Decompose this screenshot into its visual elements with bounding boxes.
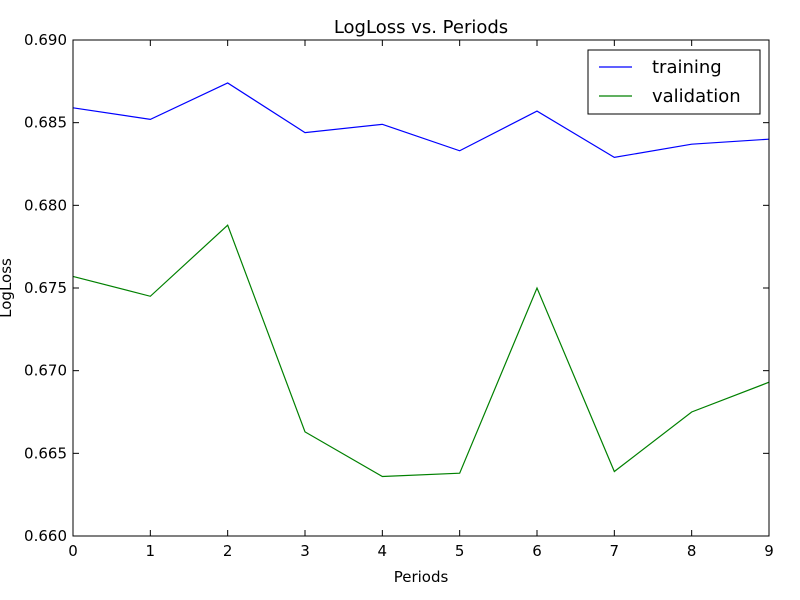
- x-tick-label: 9: [764, 542, 774, 560]
- x-tick-label: 6: [532, 542, 542, 560]
- x-tick-label: 7: [610, 542, 620, 560]
- tick-layer: 0 1 2 3 4 5 6 7 8 9 0.660 0.665 0.670 0.675 0.680 0.685…: [24, 31, 774, 560]
- x-tick-label: 1: [146, 542, 156, 560]
- y-tick-label: 0.670: [24, 362, 67, 380]
- x-axis-label: Periods: [394, 568, 449, 586]
- y-axis-label: LogLoss: [0, 258, 15, 318]
- legend: training validation: [587, 49, 761, 115]
- plot-frame: [72, 39, 770, 537]
- series-line-validation: [72, 224, 770, 478]
- y-tick-label: 0.660: [24, 527, 67, 545]
- x-tick-label: 3: [300, 542, 310, 560]
- legend-box: [587, 49, 761, 115]
- x-tick-label: 4: [378, 542, 388, 560]
- y-tick-label: 0.690: [24, 31, 67, 49]
- x-tick-label: 5: [455, 542, 465, 560]
- y-tick-label: 0.680: [24, 196, 67, 214]
- y-tick-label: 0.675: [24, 279, 67, 297]
- x-tick-label: 0: [68, 542, 78, 560]
- y-tick-label: 0.685: [24, 114, 67, 132]
- series-line-training: [72, 82, 770, 159]
- legend-label-training: training: [652, 57, 722, 78]
- series-layer: [72, 82, 770, 478]
- legend-label-validation: validation: [652, 86, 741, 107]
- x-tick-label: 2: [223, 542, 233, 560]
- y-tick-label: 0.665: [24, 444, 67, 462]
- x-tick-label: 8: [687, 542, 697, 560]
- chart-title: LogLoss vs. Periods: [334, 17, 508, 38]
